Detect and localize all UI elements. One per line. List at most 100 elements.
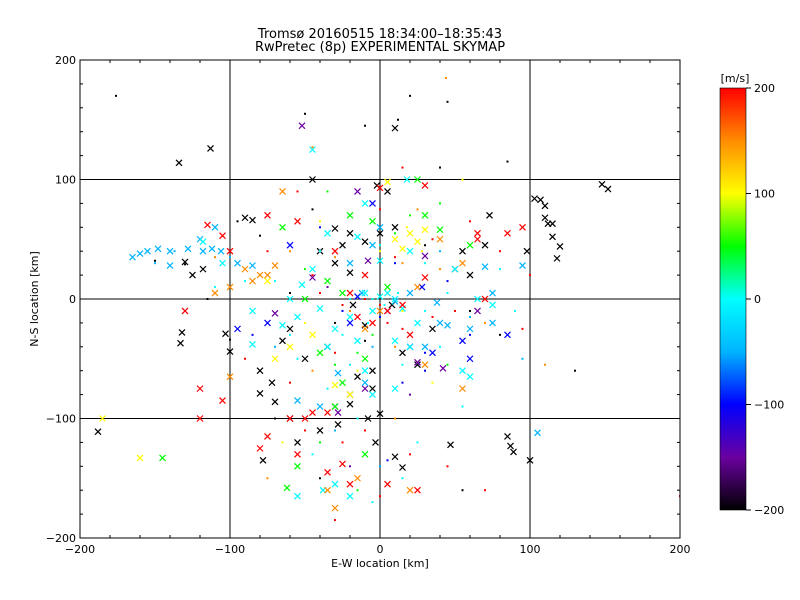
- scatter-point-cross: [199, 238, 207, 246]
- scatter-point-cross: [369, 367, 376, 375]
- scatter-point-cross: [376, 293, 384, 301]
- scatter-point-cross: [331, 247, 339, 255]
- scatter-point-cross: [271, 355, 279, 363]
- scatter-point-cross: [361, 385, 369, 393]
- scatter-point-cross: [376, 307, 384, 315]
- scatter-point-dot: [424, 351, 426, 354]
- scatter-point-cross: [294, 492, 301, 500]
- scatter-point-cross: [184, 245, 192, 253]
- scatter-point-cross: [264, 271, 271, 279]
- scatter-point-dot: [266, 477, 269, 480]
- scatter-point-cross: [249, 307, 256, 315]
- scatter-point-cross: [361, 325, 369, 333]
- y-tick-label: −200: [46, 532, 76, 545]
- y-tick-label: 100: [55, 174, 76, 187]
- scatter-point-cross: [136, 454, 144, 462]
- scatter-point-cross: [391, 453, 399, 461]
- scatter-point-cross: [391, 337, 399, 345]
- scatter-point-cross: [211, 223, 219, 231]
- scatter-point-dot: [296, 190, 299, 193]
- scatter-point-cross: [219, 232, 226, 240]
- scatter-point-dot: [289, 250, 291, 253]
- scatter-point-dot: [401, 309, 404, 312]
- scatter-point-cross: [339, 379, 346, 387]
- scatter-point-cross: [324, 277, 331, 285]
- scatter-point-cross: [384, 289, 391, 297]
- scatter-point-dot: [341, 333, 344, 336]
- scatter-point-cross: [489, 289, 496, 297]
- scatter-point-dot: [334, 429, 336, 432]
- scatter-point-cross: [369, 217, 376, 225]
- scatter-point-cross: [271, 309, 279, 317]
- scatter-point-dot: [379, 250, 381, 253]
- scatter-point-cross: [264, 211, 271, 219]
- scatter-point-cross: [354, 337, 361, 345]
- scatter-point-cross: [414, 238, 421, 246]
- scatter-point-cross: [369, 307, 376, 315]
- scatter-point-cross: [406, 486, 414, 494]
- scatter-point-cross: [399, 349, 406, 357]
- scatter-point-dot: [364, 124, 366, 127]
- scatter-point-cross: [391, 295, 399, 303]
- scatter-point-cross: [474, 295, 481, 303]
- scatter-point-cross: [181, 258, 189, 266]
- scatter-point-cross: [324, 468, 331, 476]
- scatter-point-cross: [294, 397, 301, 404]
- scatter-point-cross: [298, 122, 306, 130]
- scatter-point-dot: [379, 244, 381, 247]
- scatter-point-dot: [544, 363, 546, 366]
- scatter-point-cross: [361, 199, 369, 207]
- scatter-point-dot: [184, 263, 186, 266]
- scatter-point-cross: [256, 389, 264, 397]
- scatter-point-dot: [499, 250, 501, 253]
- scatter-point-cross: [346, 492, 354, 500]
- scatter-point-cross: [189, 271, 196, 279]
- scatter-point-dot: [461, 489, 464, 492]
- scatter-point-cross: [507, 442, 514, 450]
- scatter-point-dot: [379, 303, 381, 306]
- scatter-point-cross: [414, 176, 421, 183]
- scatter-point-cross: [376, 223, 384, 231]
- scatter-point-cross: [369, 319, 376, 327]
- scatter-point-dot: [439, 268, 441, 271]
- scatter-point-dot: [334, 519, 336, 522]
- scatter-point-dot: [334, 351, 336, 354]
- scatter-point-cross: [481, 295, 489, 303]
- scatter-point-cross: [421, 343, 429, 351]
- scatter-point-cross: [354, 188, 361, 195]
- scatter-point-dot: [401, 381, 404, 384]
- scatter-point-cross: [346, 319, 354, 327]
- scatter-point-cross: [264, 433, 271, 440]
- scatter-point-cross: [436, 226, 444, 234]
- scatter-point-cross: [331, 325, 339, 333]
- scatter-point-cross: [226, 283, 234, 291]
- scatter-point-cross: [364, 415, 372, 422]
- scatter-point-dot: [431, 238, 434, 241]
- scatter-point-cross: [489, 319, 496, 327]
- scatter-point-cross: [421, 252, 429, 260]
- x-tick-label: −200: [65, 543, 95, 556]
- scatter-point-cross: [406, 343, 414, 351]
- scatter-point-cross: [474, 307, 481, 315]
- scatter-point-cross: [196, 415, 204, 422]
- scatter-point-cross: [331, 403, 339, 410]
- scatter-point-cross: [294, 462, 301, 470]
- scatter-point-dot: [296, 357, 299, 360]
- scatter-point-dot: [274, 417, 276, 420]
- scatter-point-dot: [424, 309, 426, 312]
- scatter-point-cross: [384, 283, 391, 291]
- scatter-point-cross: [256, 444, 264, 452]
- scatter-point-cross: [222, 330, 229, 338]
- scatter-point-cross: [531, 195, 538, 203]
- scatter-point-cross: [544, 220, 552, 228]
- scatter-point-cross: [384, 480, 391, 488]
- scatter-point-cross: [346, 211, 354, 219]
- scatter-point-cross: [271, 262, 279, 269]
- y-tick-label: 0: [69, 293, 76, 306]
- scatter-point-dot: [383, 303, 386, 306]
- scatter-point-cross: [459, 337, 466, 345]
- scatter-point-dot: [506, 160, 509, 163]
- scatter-point-cross: [474, 235, 481, 243]
- colorbar-gradient: [719, 87, 747, 511]
